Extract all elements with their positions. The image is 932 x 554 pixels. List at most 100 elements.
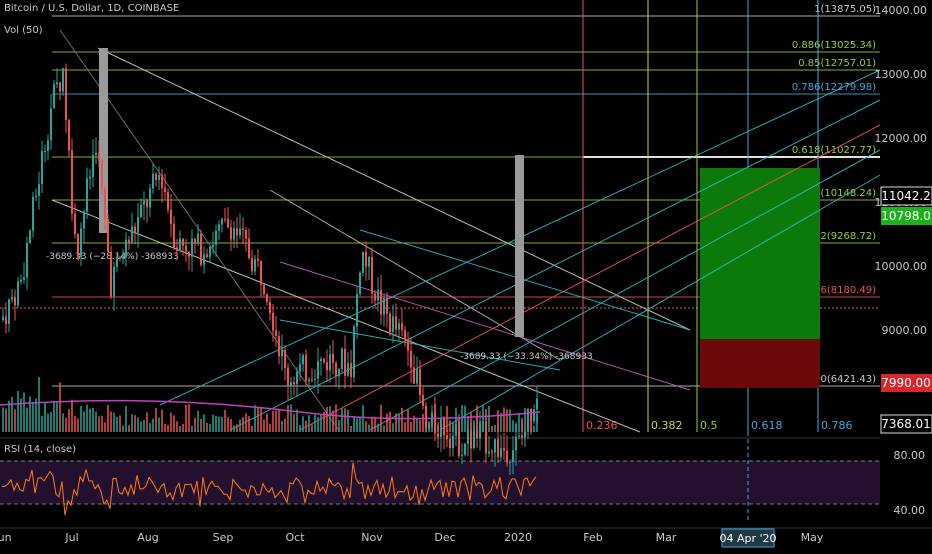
fib-level-label: 0.886(13025.34) xyxy=(792,40,876,51)
volume-bar xyxy=(221,416,223,432)
volume-bar xyxy=(290,404,292,432)
candle-body xyxy=(476,430,478,439)
candle-body xyxy=(200,233,202,265)
volume-bar xyxy=(332,410,334,432)
volume-bar xyxy=(299,425,301,432)
candle-body xyxy=(413,367,415,384)
price-badge-label: 7990.00 xyxy=(881,376,931,390)
candle-body xyxy=(71,150,73,214)
volume-bar xyxy=(374,416,376,432)
candle-body xyxy=(119,257,121,259)
volume-bar xyxy=(26,407,28,432)
volume-bar xyxy=(245,413,247,432)
candle-body xyxy=(59,82,61,92)
volume-bar xyxy=(47,413,49,432)
fib-level-label: 0.382(9268.72) xyxy=(798,231,876,242)
volume-bar xyxy=(17,390,19,432)
candle-body xyxy=(425,405,427,429)
candle-body xyxy=(323,358,325,363)
volume-bar xyxy=(509,409,511,432)
candle-body xyxy=(248,238,250,259)
fib-level-label: 0.236(8180.49) xyxy=(798,285,876,296)
volume-bar xyxy=(503,407,505,432)
price-tick-label: 13000.00 xyxy=(875,68,928,81)
candle-body xyxy=(236,228,238,236)
volume-bar xyxy=(452,421,454,432)
candle-body xyxy=(215,230,217,245)
candle-body xyxy=(311,379,313,381)
candle-body xyxy=(260,260,262,285)
candle-body xyxy=(503,448,505,451)
candle-body xyxy=(317,361,319,379)
price-badge-label: 11042.2 xyxy=(881,189,931,203)
volume-bar xyxy=(248,416,250,432)
volume-bar xyxy=(59,382,61,432)
candle-body xyxy=(338,369,340,377)
volume-bar xyxy=(50,411,52,432)
volume-bar xyxy=(500,412,502,432)
time-label: Sep xyxy=(213,531,234,544)
rsi-legend: RSI (14, close) xyxy=(4,444,77,455)
volume-bar xyxy=(173,415,175,432)
range-bar xyxy=(515,155,524,337)
volume-bar xyxy=(227,417,229,432)
volume-bar xyxy=(527,422,529,432)
volume-bar xyxy=(263,419,265,432)
trend-line xyxy=(269,189,561,361)
volume-bar xyxy=(347,409,349,432)
volume-bar xyxy=(389,411,391,432)
volume-bar xyxy=(242,416,244,432)
volume-bar xyxy=(86,404,88,432)
candle-body xyxy=(449,439,451,449)
candle-body xyxy=(371,257,373,294)
candle-body xyxy=(533,409,535,422)
candle-body xyxy=(110,252,112,297)
time-label: May xyxy=(801,531,824,544)
candle-body xyxy=(209,246,211,258)
candle-body xyxy=(146,200,148,208)
price-tick-label: 10000.00 xyxy=(875,260,928,273)
time-label: 2020 xyxy=(504,531,532,544)
candle-body xyxy=(497,439,499,457)
candle-body xyxy=(383,297,385,315)
price-tick-label: 9000.00 xyxy=(882,324,928,337)
candle-body xyxy=(233,228,235,240)
candle-body xyxy=(242,228,244,231)
candle-body xyxy=(416,368,418,384)
candle-body xyxy=(62,68,64,92)
volume-bar xyxy=(428,421,430,432)
trend-line xyxy=(51,199,641,433)
volume-bar xyxy=(371,416,373,432)
volume-bar xyxy=(251,425,253,432)
volume-bar xyxy=(92,407,94,432)
candle-body xyxy=(128,239,130,244)
volume-bar xyxy=(506,409,508,432)
volume-bar xyxy=(407,409,409,432)
volume-bar xyxy=(458,420,460,432)
candle-body xyxy=(86,178,88,212)
candle-body xyxy=(221,219,223,225)
price-tick-label: 14000.00 xyxy=(875,4,928,17)
candle-body xyxy=(467,430,469,444)
date-highlight-badge xyxy=(721,528,775,548)
volume-bar xyxy=(353,416,355,432)
volume-bar xyxy=(359,417,361,432)
candle-body xyxy=(122,257,124,259)
volume-bar xyxy=(344,408,346,432)
volume-bar xyxy=(383,425,385,432)
volume-bar xyxy=(440,418,442,432)
candle-body xyxy=(101,159,103,189)
volume-bar xyxy=(29,396,31,432)
time-label: Nov xyxy=(361,531,383,544)
candle-body xyxy=(182,238,184,246)
candle-body xyxy=(38,184,40,196)
volume-bar xyxy=(68,409,70,432)
candle-body xyxy=(335,362,337,377)
candle-body xyxy=(389,313,391,332)
volume-bar xyxy=(32,401,34,432)
volume-bar xyxy=(356,418,358,432)
time-label: Dec xyxy=(434,531,455,544)
volume-bar xyxy=(167,424,169,432)
